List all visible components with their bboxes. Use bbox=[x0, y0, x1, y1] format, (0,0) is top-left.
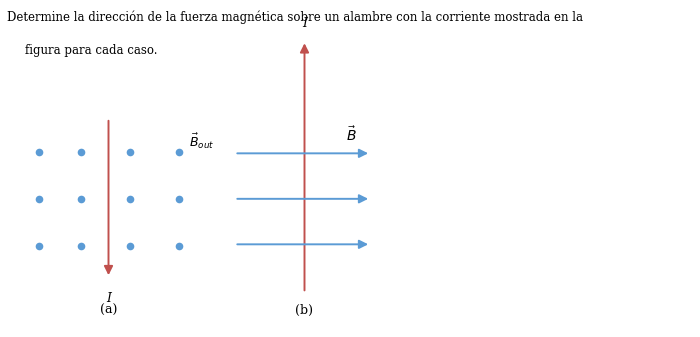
Text: $\vec{B}$: $\vec{B}$ bbox=[346, 125, 357, 144]
Text: figura para cada caso.: figura para cada caso. bbox=[25, 44, 157, 57]
Text: I: I bbox=[106, 292, 111, 305]
Text: $\vec{B}_{out}$: $\vec{B}_{out}$ bbox=[189, 132, 214, 151]
Text: Determine la dirección de la fuerza magnética sobre un alambre con la corriente : Determine la dirección de la fuerza magn… bbox=[7, 10, 583, 24]
Text: I: I bbox=[302, 17, 307, 30]
Text: (b): (b) bbox=[295, 304, 314, 317]
Text: (a): (a) bbox=[100, 304, 117, 317]
